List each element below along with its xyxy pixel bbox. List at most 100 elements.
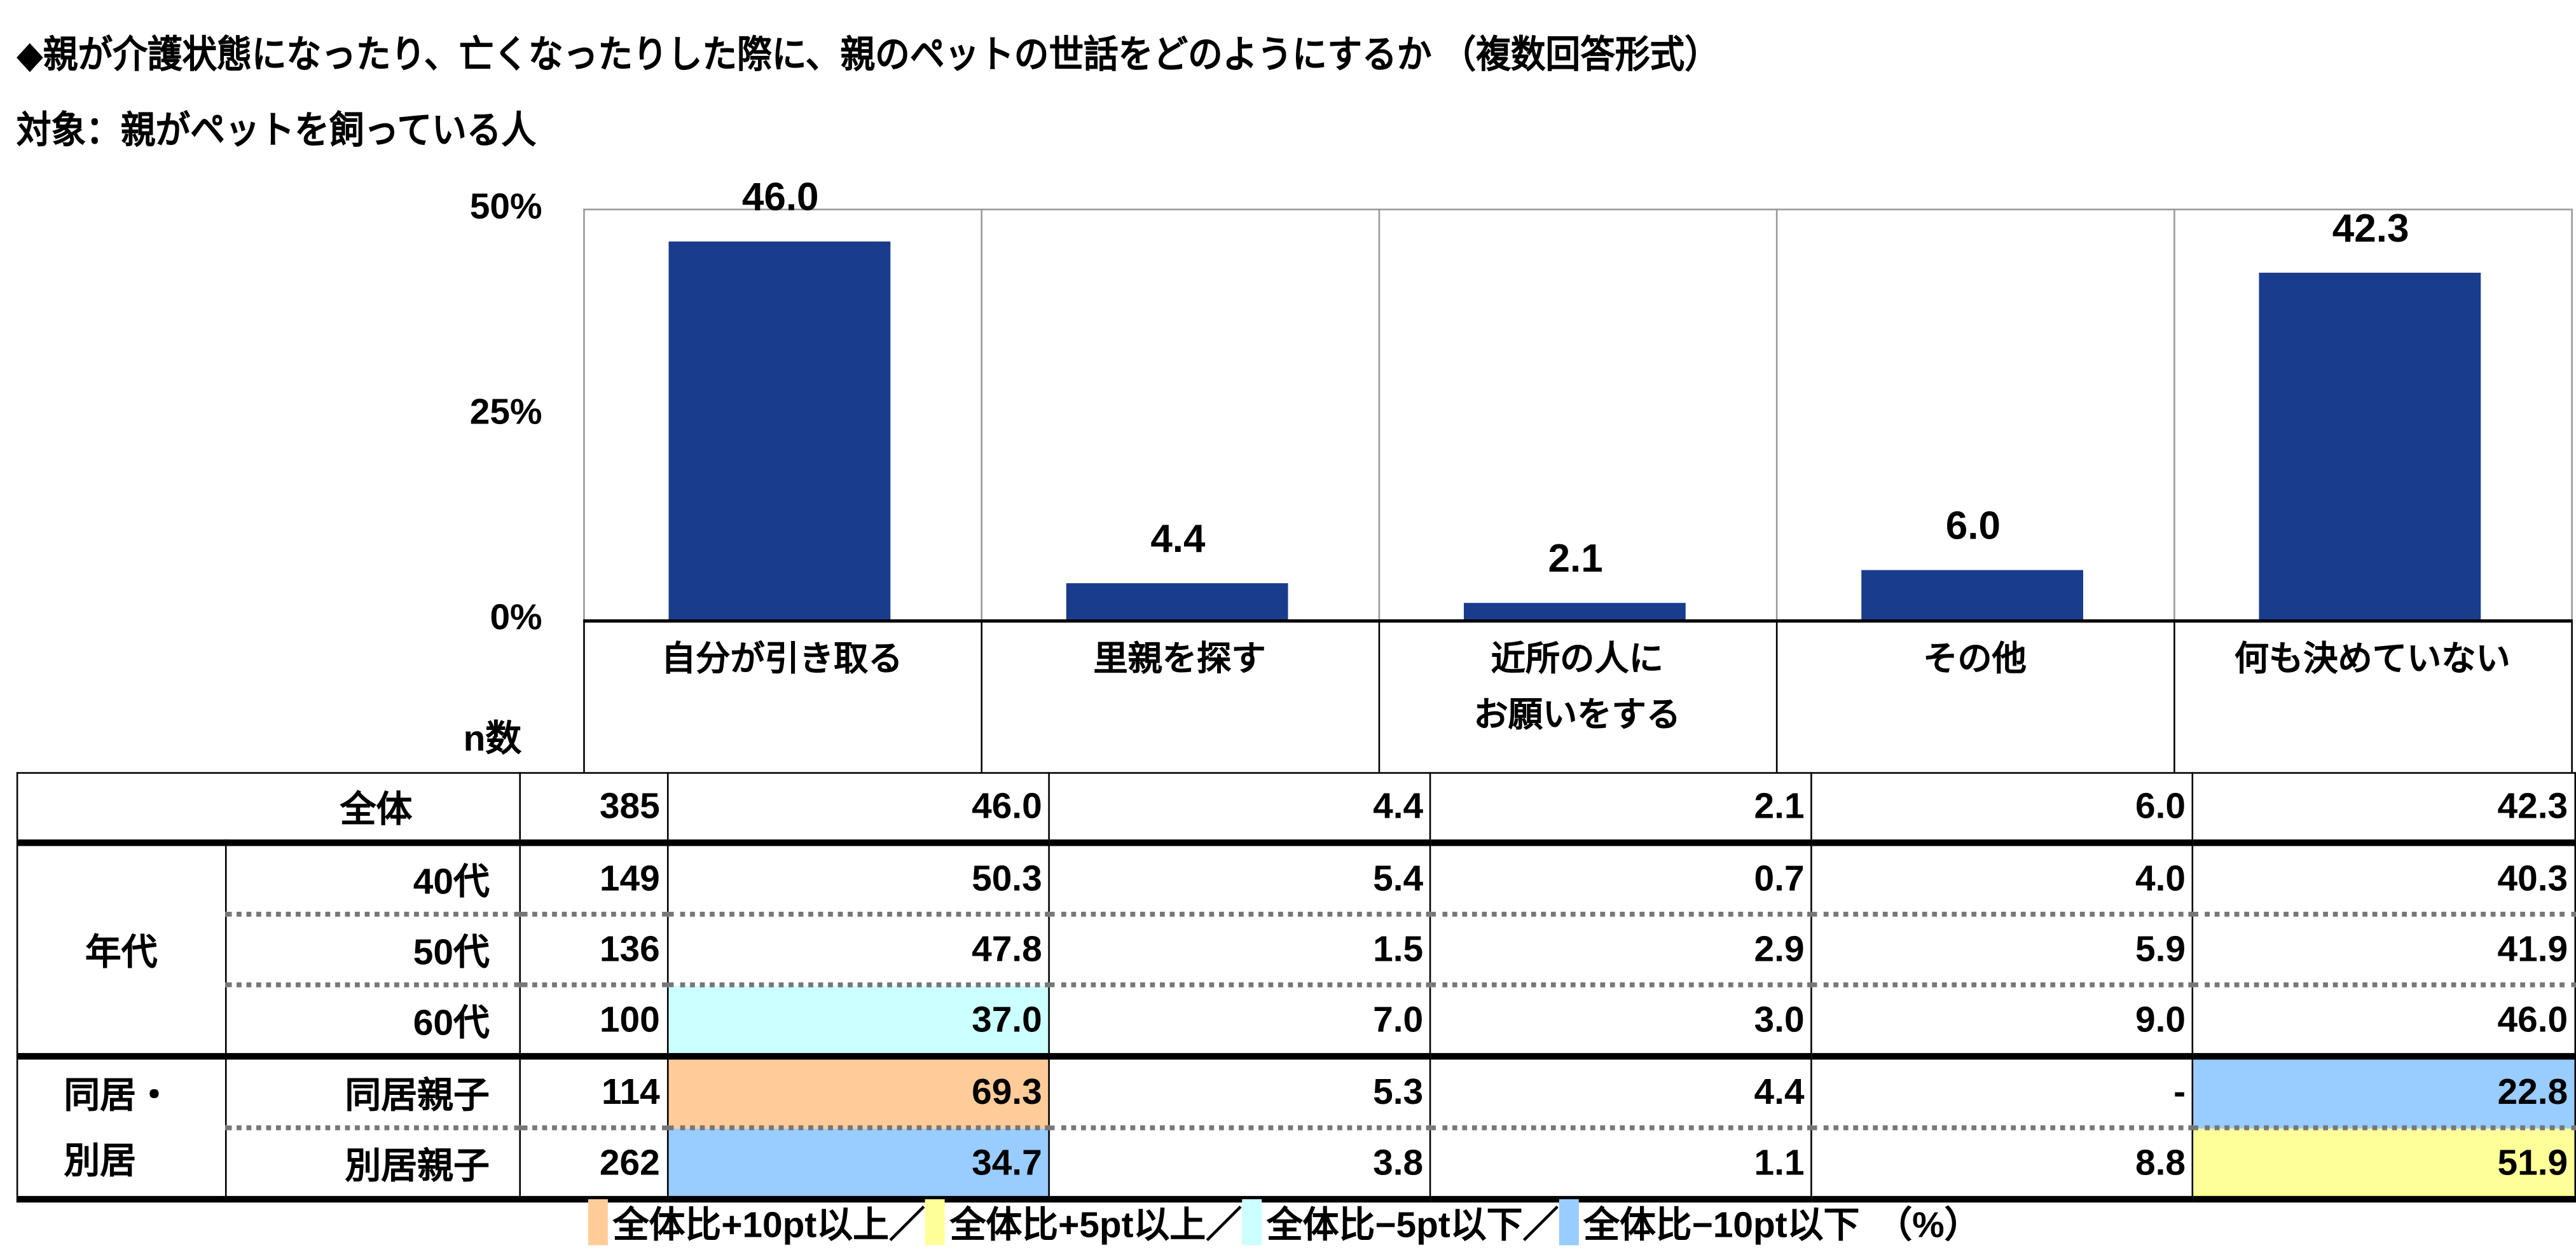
value-cell: 2.1 <box>1429 772 1813 846</box>
category-label-line: その他 <box>1923 640 2027 679</box>
gridline <box>981 209 982 620</box>
row-label-cell: 全体 <box>16 772 521 846</box>
category-divider <box>583 619 585 773</box>
legend-label: 全体比−10pt以下 <box>1583 1204 1860 1246</box>
data-label: 2.1 <box>1548 536 1603 581</box>
table-row: 全体 385 46.0 4.4 2.1 6.0 42.3 <box>16 772 2576 846</box>
legend-swatch <box>925 1199 945 1246</box>
table-row: 年代 40代 149 50.3 5.4 0.7 4.0 40.3 <box>16 842 2576 1060</box>
value-cell: - <box>1810 1055 2194 1131</box>
group-label-cohab: 同居・別居 <box>16 1055 226 1203</box>
y-tick-label: 0% <box>490 596 542 638</box>
legend-label: 全体比+10pt以上／ <box>612 1204 925 1246</box>
n-value: 262 <box>519 1127 668 1203</box>
category-divider <box>1378 619 1381 773</box>
value-cell: 1.1 <box>1429 1127 1813 1203</box>
group-label-age: 年代 <box>16 842 226 1060</box>
value-cell: 6.0 <box>1810 772 2194 846</box>
value-cell: 34.7 <box>666 1127 1050 1203</box>
y-tick-label: 25% <box>469 390 542 432</box>
row-label: 同居親子 <box>224 1055 521 1131</box>
value-cell: 22.8 <box>2192 1055 2576 1131</box>
data-table: 全体 385 46.0 4.4 2.1 6.0 42.3 年代 40代 149 50.3 5.4 0.7… <box>16 772 2576 1203</box>
category-divider <box>1775 619 1778 773</box>
table-row: 60代 100 37.0 7.0 3.0 9.0 46.0 <box>17 984 2576 1060</box>
legend-swatch <box>1242 1199 1262 1246</box>
plot-top-border <box>583 209 2572 210</box>
value-cell: 5.9 <box>1810 913 2194 987</box>
value-cell: 4.4 <box>1049 772 1432 846</box>
unit-label: （%） <box>1876 1204 1981 1246</box>
value-cell: 37.0 <box>666 984 1050 1060</box>
legend: 全体比+10pt以上／ 全体比+5pt以上／ 全体比−5pt以下／ 全体比−10pt以… <box>588 1196 1981 1249</box>
row-label: 全体 <box>340 788 413 830</box>
category-divider <box>2571 619 2573 773</box>
data-label: 4.4 <box>1150 517 1206 562</box>
value-cell: 47.8 <box>666 913 1050 987</box>
bar <box>1066 583 1288 620</box>
category-label-line: 近所の人に <box>1491 640 1663 679</box>
data-label: 42.3 <box>2332 206 2409 251</box>
category-label: 自分が引き取る <box>585 633 979 689</box>
chart-subtitle: 対象：親がペットを飼っている人 <box>16 108 537 151</box>
gridline <box>2571 209 2573 620</box>
category-label: その他 <box>1777 633 2172 689</box>
y-tick-label: 50% <box>469 185 542 227</box>
value-cell: 4.4 <box>1429 1055 1813 1131</box>
row-label: 40代 <box>224 842 521 917</box>
value-cell: 69.3 <box>666 1055 1050 1131</box>
data-label: 46.0 <box>741 175 819 221</box>
value-cell: 0.7 <box>1429 842 1813 917</box>
row-label: 60代 <box>224 984 521 1060</box>
legend-swatch <box>588 1199 608 1246</box>
table-row: 別居親子 262 34.7 3.8 1.1 8.8 51.9 <box>17 1127 2576 1203</box>
chart-title: ◆親が介護状態になったり、亡くなったりした際に、親のペットの世話をどのようにする… <box>16 32 1719 76</box>
category-divider <box>2173 619 2175 773</box>
category-label-line: お願いをする <box>1473 696 1681 734</box>
category-label-line: 何も決めていない <box>2234 640 2511 679</box>
x-axis <box>583 619 2572 623</box>
data-label: 6.0 <box>1945 504 2001 549</box>
legend-label: 全体比+5pt以上／ <box>949 1204 1243 1246</box>
row-label: 別居親子 <box>224 1127 521 1203</box>
n-value: 385 <box>519 772 668 846</box>
category-label: 何も決めていない <box>2175 633 2570 689</box>
bar <box>668 241 891 620</box>
category-label: 里親を探す <box>982 633 1377 689</box>
n-header: n数 <box>463 718 522 759</box>
value-cell: 3.8 <box>1049 1127 1432 1203</box>
gridline <box>583 209 585 620</box>
legend-label: 全体比−5pt以下／ <box>1266 1204 1559 1246</box>
n-value: 136 <box>519 913 668 987</box>
gridline <box>1378 209 1381 620</box>
value-cell: 8.8 <box>1810 1127 2194 1203</box>
bar <box>2259 272 2481 620</box>
category-divider <box>981 619 982 773</box>
gridline <box>1775 209 1778 620</box>
row-label: 50代 <box>224 913 521 987</box>
value-cell: 3.0 <box>1429 984 1813 1060</box>
gridline <box>2173 209 2175 620</box>
value-cell: 4.0 <box>1810 842 2194 917</box>
value-cell: 51.9 <box>2192 1127 2576 1203</box>
value-cell: 41.9 <box>2192 913 2576 987</box>
table-row: 50代 136 47.8 1.5 2.9 5.9 41.9 <box>17 913 2576 987</box>
n-value: 114 <box>519 1055 668 1131</box>
value-cell: 46.0 <box>2192 984 2576 1060</box>
legend-swatch <box>1559 1199 1579 1246</box>
category-label-line: 自分が引き取る <box>661 640 903 679</box>
table-row: 同居・別居 同居親子 114 69.3 5.3 4.4-22.8 <box>16 1055 2576 1203</box>
category-label: 近所の人にお願いをする <box>1380 633 1774 745</box>
value-cell: 46.0 <box>666 772 1050 846</box>
bar <box>1463 602 1686 620</box>
value-cell: 7.0 <box>1049 984 1432 1060</box>
n-value: 100 <box>519 984 668 1060</box>
value-cell: 9.0 <box>1810 984 2194 1060</box>
value-cell: 40.3 <box>2192 842 2576 917</box>
bar <box>1861 570 2084 620</box>
value-cell: 5.4 <box>1049 842 1432 917</box>
value-cell: 2.9 <box>1429 913 1813 987</box>
value-cell: 42.3 <box>2192 772 2576 846</box>
value-cell: 50.3 <box>666 842 1050 917</box>
